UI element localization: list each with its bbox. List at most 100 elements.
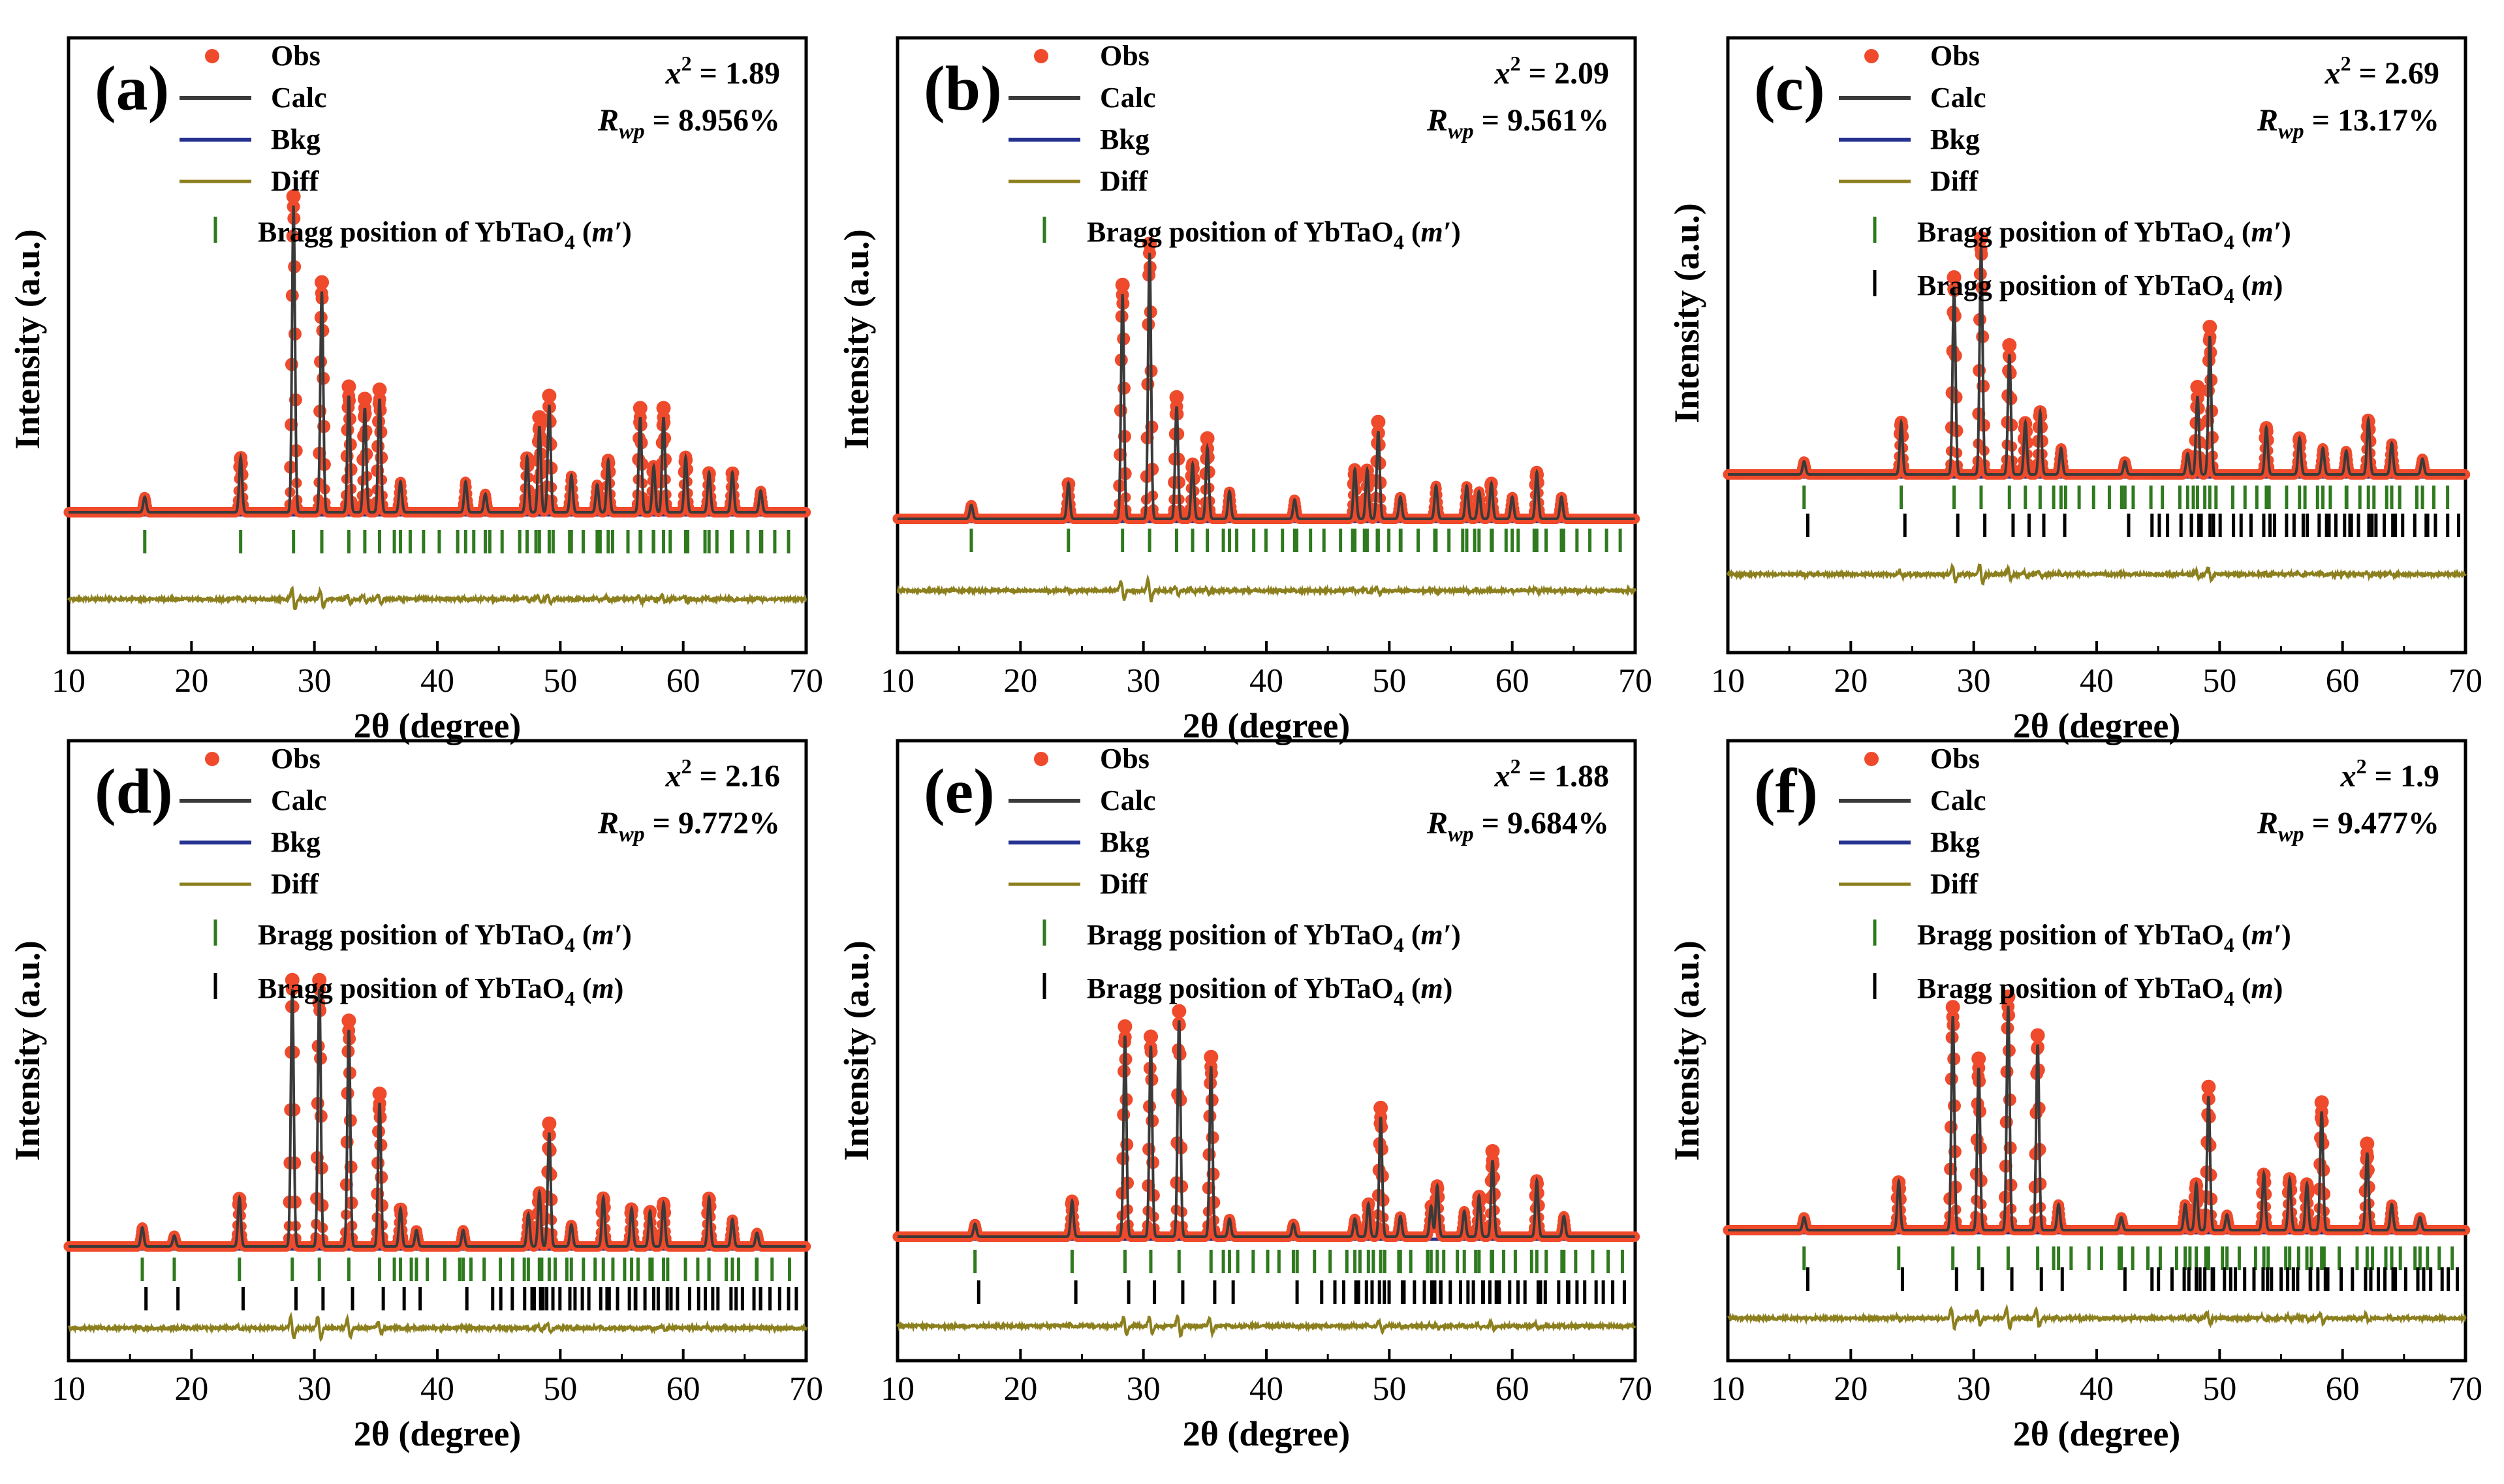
legend-obs-marker	[205, 49, 219, 63]
obs-peak-marker	[542, 388, 557, 403]
bragg-phase: m′	[592, 216, 623, 248]
bragg-phase: m′	[2251, 216, 2282, 248]
legend-calc-label: Calc	[271, 82, 327, 114]
x-tick-label: 30	[1957, 662, 1991, 700]
diff-line	[67, 585, 807, 610]
obs-peak-marker	[633, 401, 648, 416]
legend-bkg-label: Bkg	[1930, 123, 1980, 155]
y-axis-title: Intensity (a.u.)	[1667, 203, 1706, 424]
x-tick-label: 30	[1127, 662, 1161, 700]
legend-calc-label: Calc	[1930, 82, 1986, 114]
rwp-symbol: R	[597, 103, 619, 138]
rwp: Rwp = 9.561%	[1426, 103, 1609, 144]
bragg-paren-open: (	[2234, 216, 2251, 248]
obs-peak-marker	[2190, 380, 2205, 394]
rwp: Rwp = 8.956%	[597, 103, 780, 144]
obs-peak-marker	[532, 410, 547, 425]
bragg-prefix: Bragg position of YbTaO	[1087, 216, 1394, 248]
chi-value: = 1.89	[692, 56, 780, 91]
bragg-paren-close: )	[622, 216, 632, 248]
legend-diff-label: Diff	[1930, 165, 1979, 197]
rwp-symbol: R	[2257, 103, 2278, 138]
legend-bragg-label: Bragg position of YbTaO4 (m)	[1917, 270, 2283, 307]
bragg-ticks-mprime	[143, 530, 790, 553]
x-tick-label: 50	[2202, 662, 2236, 700]
bragg-ticks-mprime	[969, 529, 1622, 552]
bragg-paren-open: (	[575, 216, 592, 248]
obs-points	[63, 972, 811, 1252]
rwp-value: = 8.956%	[645, 103, 780, 138]
legend-bkg-label: Bkg	[1100, 123, 1150, 155]
bragg-phase: m	[2251, 270, 2274, 301]
fit-stats: x2 = 2.09 Rwp = 9.561%	[1426, 52, 1609, 144]
rwp-value: = 9.561%	[1474, 103, 1609, 138]
chi-symbol: x	[665, 56, 681, 91]
chi-value: = 2.09	[1521, 56, 1609, 91]
obs-points	[1723, 231, 2471, 480]
bragg-subscript: 4	[2224, 284, 2234, 307]
bragg-prefix: Bragg position of YbTaO	[258, 216, 565, 248]
chi-superscript: 2	[2341, 52, 2351, 75]
obs-peak-marker	[372, 382, 387, 397]
bragg-phase: m′	[1421, 216, 1452, 248]
obs-peak-marker	[1169, 390, 1184, 405]
obs-peak-marker	[2002, 338, 2017, 352]
panel-label: (b)	[924, 54, 1002, 124]
diff-line	[896, 574, 1636, 603]
rwp-subscript: wp	[2278, 119, 2304, 144]
chi-superscript: 2	[1510, 52, 1521, 75]
x-tick-label: 30	[298, 662, 332, 700]
obs-points	[892, 236, 1640, 524]
chi-square: x2 = 1.89	[665, 52, 780, 91]
chi-square: x2 = 2.69	[2324, 52, 2439, 91]
chi-symbol: x	[2324, 56, 2341, 91]
x-tick-label: 10	[1711, 662, 1745, 700]
rwp-symbol: R	[1426, 103, 1448, 138]
diff-line	[1727, 562, 2467, 586]
panel-label: (c)	[1754, 54, 1825, 124]
bragg-prefix: Bragg position of YbTaO	[1917, 216, 2224, 248]
legend-bkg-label: Bkg	[271, 123, 321, 155]
y-axis-title: Intensity (a.u.)	[8, 229, 47, 450]
chi-symbol: x	[1494, 56, 1510, 91]
calc-line	[69, 205, 806, 514]
obs-peak-marker	[341, 379, 356, 394]
fit-stats: x2 = 1.89 Rwp = 8.956%	[597, 52, 780, 144]
bragg-prefix: Bragg position of YbTaO	[1917, 270, 2224, 301]
x-tick-label: 40	[2080, 662, 2114, 700]
x-tick-label: 60	[2326, 662, 2360, 700]
legend-obs-marker	[1864, 49, 1879, 63]
x-tick-label: 70	[789, 662, 823, 700]
chi-value: = 2.69	[2351, 56, 2439, 91]
obs-peak-marker	[1115, 277, 1130, 292]
x-tick-label: 60	[666, 662, 700, 700]
bragg-paren-open: (	[1404, 216, 1421, 248]
legend-diff-label: Diff	[271, 165, 320, 197]
x-tick-label: 70	[1618, 662, 1652, 700]
chi-square: x2 = 2.09	[1494, 52, 1609, 91]
x-tick-label: 70	[2449, 662, 2482, 700]
x-tick-label: 20	[1834, 662, 1868, 700]
obs-peak-marker	[357, 392, 372, 407]
legend-diff-label: Diff	[1100, 165, 1149, 197]
bragg-paren-close: )	[1451, 216, 1461, 248]
obs-peak-marker	[656, 401, 671, 416]
legend-obs-label: Obs	[1930, 40, 1980, 72]
x-tick-label: 20	[1003, 662, 1037, 700]
x-tick-label: 10	[52, 662, 86, 700]
rwp-subscript: wp	[619, 119, 645, 144]
bragg-paren-close: )	[2274, 270, 2283, 301]
panel-label: (a)	[95, 54, 169, 124]
legend-obs-marker	[1034, 49, 1048, 63]
obs-peak-marker	[2202, 320, 2217, 334]
legend-bragg-label: Bragg position of YbTaO4 (m′)	[1087, 216, 1461, 254]
calc-line	[898, 253, 1635, 520]
x-tick-label: 50	[543, 662, 577, 700]
obs-peak-marker	[1371, 414, 1386, 429]
bragg-paren-close: )	[2281, 216, 2291, 248]
obs-peak-marker	[315, 275, 329, 290]
